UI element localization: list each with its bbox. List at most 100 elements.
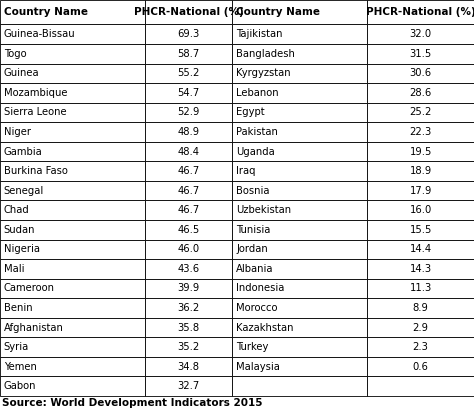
Bar <box>145 240 232 259</box>
Text: 48.4: 48.4 <box>177 147 200 157</box>
Text: 14.4: 14.4 <box>410 244 432 254</box>
Text: Country Name: Country Name <box>236 7 320 17</box>
Bar <box>367 161 474 181</box>
Bar <box>145 279 232 298</box>
Text: 39.9: 39.9 <box>177 283 200 293</box>
Bar <box>0 200 145 220</box>
Text: 16.0: 16.0 <box>410 205 432 215</box>
Bar <box>232 318 367 337</box>
Text: Burkina Faso: Burkina Faso <box>4 166 68 176</box>
Text: PHCR-National (%): PHCR-National (%) <box>366 7 474 17</box>
Bar <box>145 376 232 396</box>
Bar <box>367 83 474 103</box>
Text: 46.7: 46.7 <box>177 205 200 215</box>
Bar <box>367 376 474 396</box>
Text: 0.6: 0.6 <box>413 362 428 372</box>
Bar <box>367 337 474 357</box>
Text: Malaysia: Malaysia <box>236 362 280 372</box>
Text: 34.8: 34.8 <box>177 362 200 372</box>
Text: 19.5: 19.5 <box>410 147 432 157</box>
Bar <box>145 200 232 220</box>
Bar <box>145 24 232 44</box>
Text: Syria: Syria <box>4 342 29 352</box>
Bar <box>232 181 367 200</box>
Text: Jordan: Jordan <box>236 244 268 254</box>
Bar <box>232 200 367 220</box>
Bar <box>232 337 367 357</box>
Text: Uzbekistan: Uzbekistan <box>236 205 291 215</box>
Bar <box>0 357 145 376</box>
Bar <box>145 142 232 161</box>
Text: Sierra Leone: Sierra Leone <box>4 107 66 117</box>
Text: Source: World Development Indicators 2015: Source: World Development Indicators 201… <box>2 398 263 408</box>
Bar <box>367 298 474 318</box>
Text: 2.9: 2.9 <box>413 323 428 333</box>
Bar <box>0 240 145 259</box>
Text: 17.9: 17.9 <box>410 186 432 196</box>
Text: Albania: Albania <box>236 264 273 274</box>
Bar <box>367 24 474 44</box>
Text: Benin: Benin <box>4 303 32 313</box>
Bar <box>145 220 232 240</box>
Bar <box>367 240 474 259</box>
Text: Uganda: Uganda <box>236 147 275 157</box>
Text: 32.7: 32.7 <box>177 381 200 391</box>
Bar <box>232 376 367 396</box>
Bar <box>232 259 367 279</box>
Bar <box>145 357 232 376</box>
Text: 14.3: 14.3 <box>410 264 432 274</box>
Bar <box>0 83 145 103</box>
Text: Turkey: Turkey <box>236 342 268 352</box>
Text: Morocco: Morocco <box>236 303 278 313</box>
Bar <box>0 298 145 318</box>
Text: Sudan: Sudan <box>4 225 35 235</box>
Bar <box>145 103 232 122</box>
Text: 22.3: 22.3 <box>410 127 432 137</box>
Text: 11.3: 11.3 <box>410 283 432 293</box>
Text: 18.9: 18.9 <box>410 166 432 176</box>
Text: 52.9: 52.9 <box>177 107 200 117</box>
Text: 35.8: 35.8 <box>177 323 200 333</box>
Bar <box>0 259 145 279</box>
Bar <box>0 318 145 337</box>
Bar <box>232 142 367 161</box>
Bar <box>145 83 232 103</box>
Text: 46.7: 46.7 <box>177 166 200 176</box>
Text: Niger: Niger <box>4 127 31 137</box>
Bar <box>0 279 145 298</box>
Text: 46.5: 46.5 <box>177 225 200 235</box>
Text: 28.6: 28.6 <box>410 88 432 98</box>
Text: 46.7: 46.7 <box>177 186 200 196</box>
Bar <box>0 122 145 142</box>
Text: Senegal: Senegal <box>4 186 44 196</box>
Text: 32.0: 32.0 <box>410 29 432 39</box>
Bar <box>145 298 232 318</box>
Text: Tajikistan: Tajikistan <box>236 29 283 39</box>
Bar <box>145 337 232 357</box>
Bar <box>367 259 474 279</box>
Text: Tunisia: Tunisia <box>236 225 271 235</box>
Text: Guinea: Guinea <box>4 68 39 78</box>
Bar <box>0 220 145 240</box>
Bar <box>367 44 474 64</box>
Text: 8.9: 8.9 <box>413 303 428 313</box>
Bar <box>367 357 474 376</box>
Bar <box>367 64 474 83</box>
Bar <box>232 83 367 103</box>
Bar <box>367 122 474 142</box>
Bar <box>0 142 145 161</box>
Bar <box>0 64 145 83</box>
Bar <box>367 0 474 24</box>
Text: 2.3: 2.3 <box>413 342 428 352</box>
Text: Lebanon: Lebanon <box>236 88 279 98</box>
Bar <box>0 161 145 181</box>
Bar <box>0 24 145 44</box>
Text: Mali: Mali <box>4 264 24 274</box>
Bar <box>145 318 232 337</box>
Text: Gabon: Gabon <box>4 381 36 391</box>
Text: Bosnia: Bosnia <box>236 186 270 196</box>
Text: Guinea-Bissau: Guinea-Bissau <box>4 29 75 39</box>
Text: 25.2: 25.2 <box>410 107 432 117</box>
Text: Egypt: Egypt <box>236 107 264 117</box>
Bar <box>367 142 474 161</box>
